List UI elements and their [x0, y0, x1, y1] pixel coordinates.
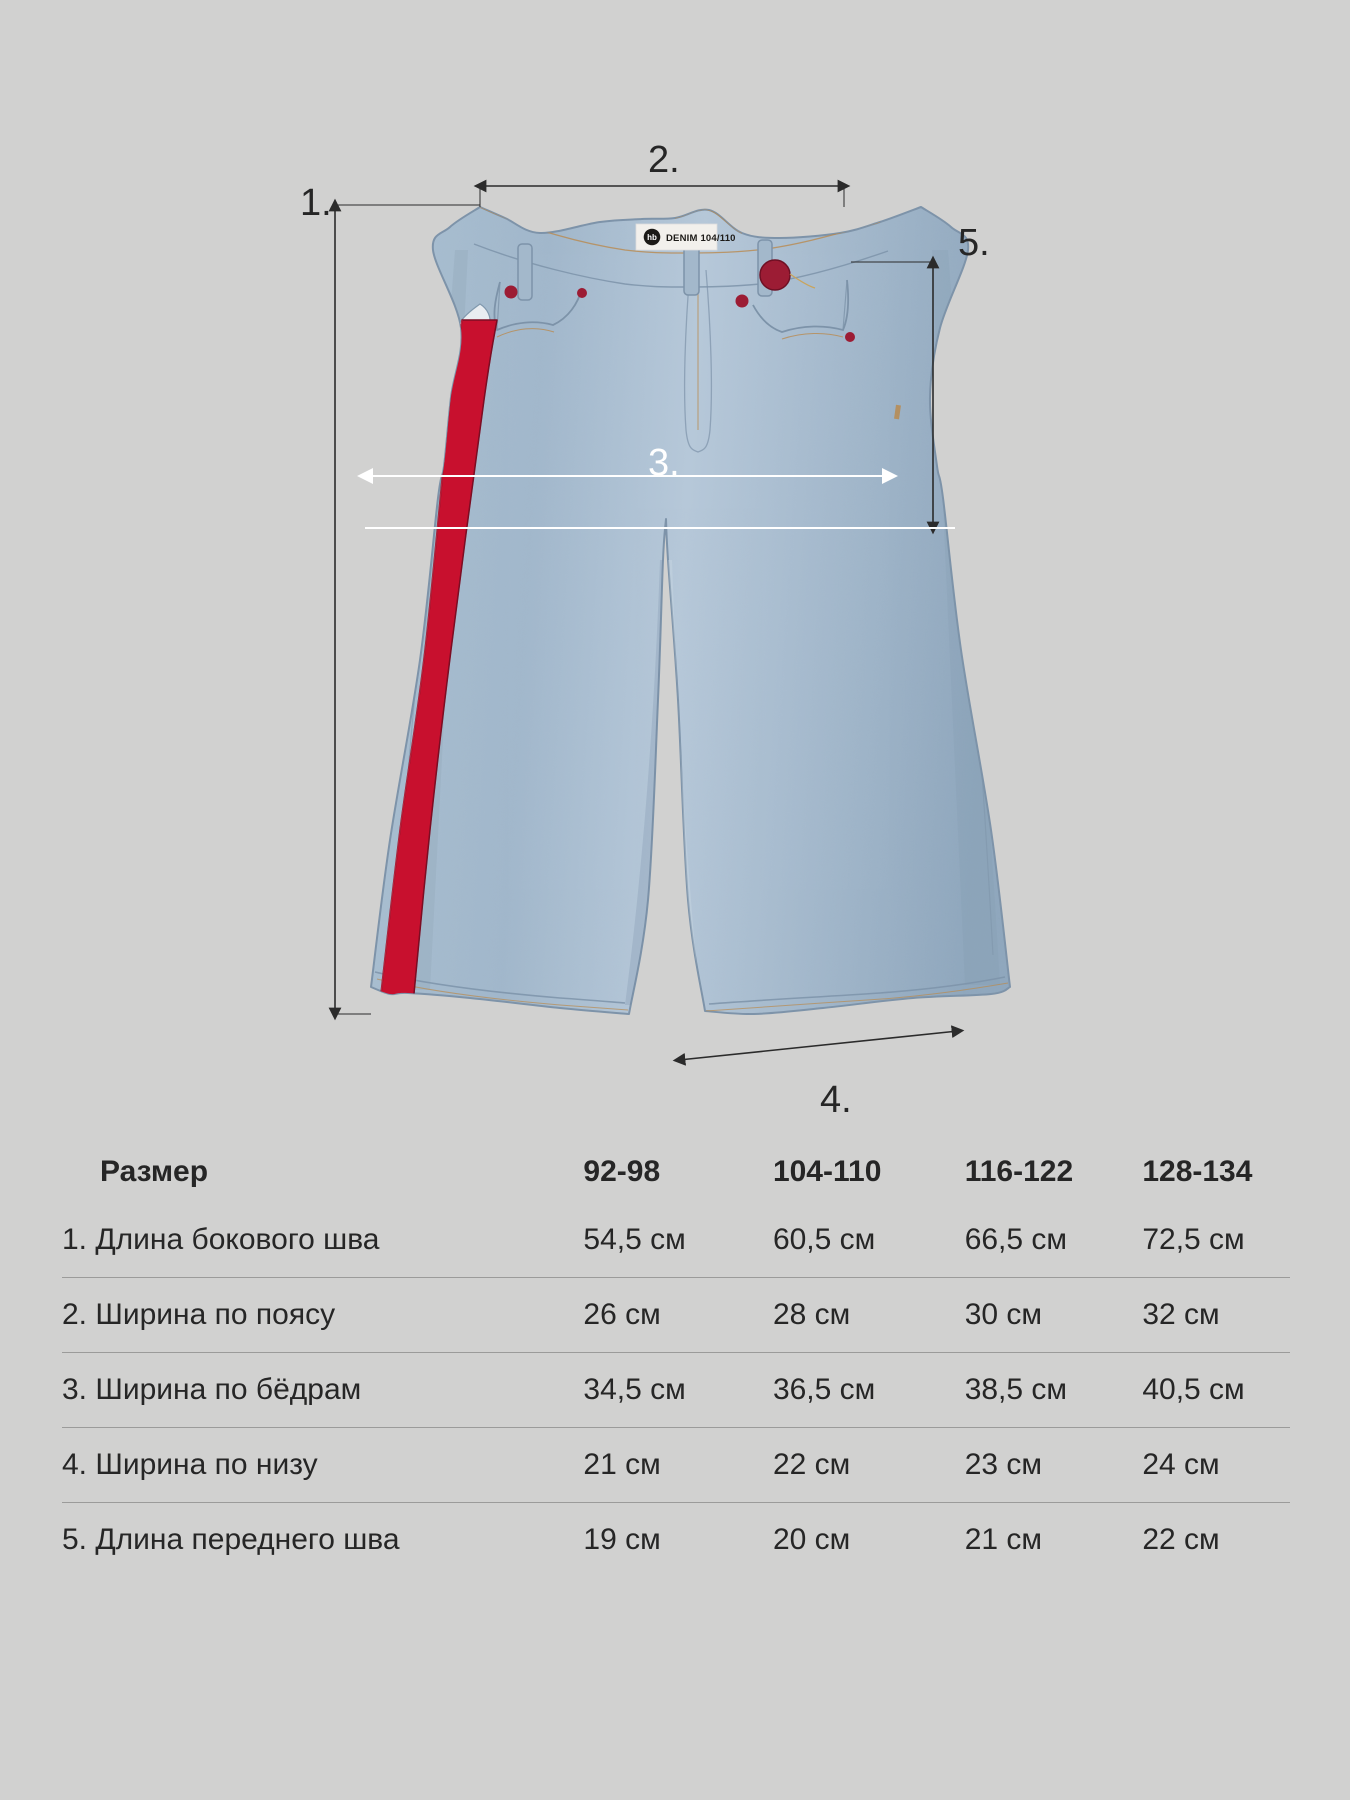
svg-text:5.: 5.	[958, 222, 990, 264]
svg-text:4.: 4.	[820, 1079, 852, 1121]
svg-text:3.: 3.	[648, 442, 680, 484]
svg-text:hb: hb	[647, 233, 657, 242]
svg-text:2.: 2.	[648, 139, 680, 181]
svg-text:1.: 1.	[300, 182, 332, 224]
svg-text:DENIM 104/110: DENIM 104/110	[666, 233, 736, 244]
